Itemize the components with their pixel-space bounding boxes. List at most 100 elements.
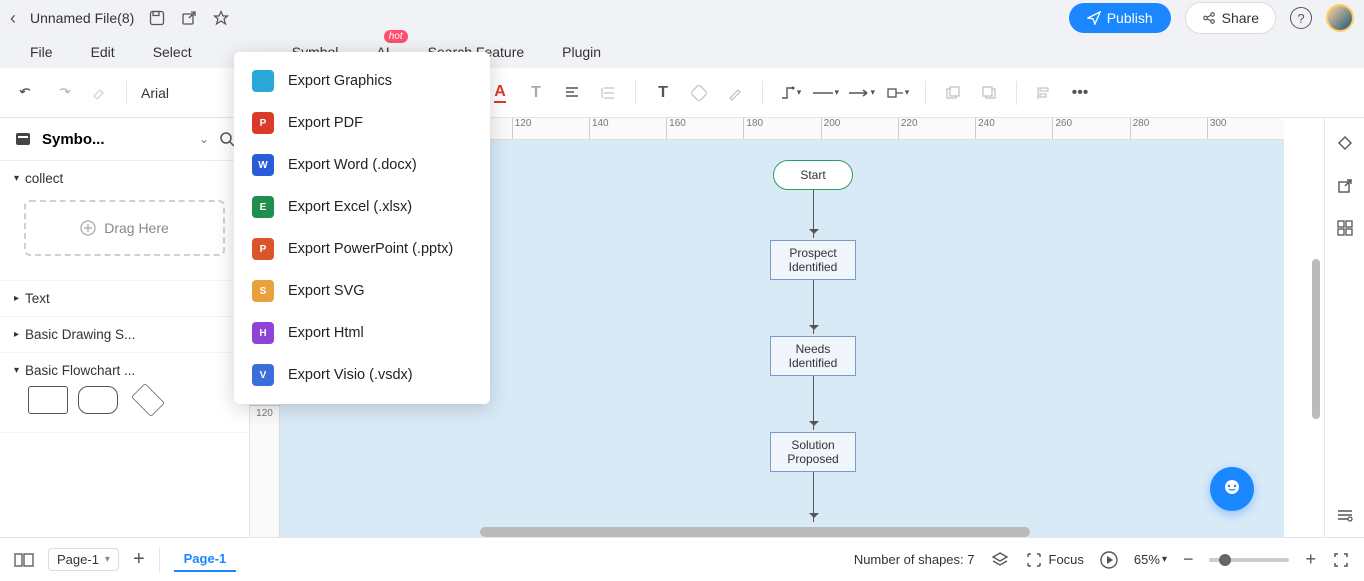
user-avatar[interactable]: [1326, 4, 1354, 32]
horizontal-scrollbar[interactable]: [480, 527, 1030, 537]
export-tool-icon[interactable]: [1333, 174, 1357, 198]
drag-here-zone[interactable]: Drag Here: [24, 200, 225, 256]
font-select[interactable]: Arial: [141, 85, 201, 101]
file-type-icon: V: [252, 364, 274, 386]
grid-tool-icon[interactable]: [1333, 216, 1357, 240]
panel-basic-drawing[interactable]: ▸Basic Drawing S...: [14, 327, 235, 342]
line-spacing-icon[interactable]: [595, 80, 621, 106]
add-page-icon[interactable]: +: [133, 548, 145, 571]
publish-button[interactable]: Publish: [1069, 3, 1171, 33]
send-icon: [1087, 11, 1101, 25]
flow-node-n1[interactable]: Prospect Identified: [770, 240, 856, 280]
star-icon[interactable]: [212, 9, 230, 27]
flow-node-n2[interactable]: Needs Identified: [770, 336, 856, 376]
zoom-level[interactable]: 65%▾: [1134, 552, 1167, 567]
export-item-label: Export Excel (.xlsx): [288, 199, 412, 215]
menu-bar: File Edit Select …w Symbol AI hot Search…: [0, 36, 1364, 68]
file-type-icon: P: [252, 112, 274, 134]
export-icon[interactable]: [180, 9, 198, 27]
menu-edit[interactable]: Edit: [91, 44, 115, 60]
export-dropdown: Export GraphicsPExport PDFWExport Word (…: [234, 52, 490, 404]
align-objects-icon[interactable]: [1031, 80, 1057, 106]
export-item[interactable]: Export Graphics: [234, 60, 490, 102]
flow-node-start[interactable]: Start: [773, 160, 853, 190]
pen-tool-icon[interactable]: [722, 80, 748, 106]
flow-arrow[interactable]: [813, 190, 814, 238]
flow-node-n3[interactable]: Solution Proposed: [770, 432, 856, 472]
title-bar: ‹ Unnamed File(8) Publish Share ?: [0, 0, 1364, 36]
toolbar: Arial U A T T ▾ ▾ ▾ ▾ •••: [0, 68, 1364, 118]
export-item[interactable]: S Export SVG: [234, 270, 490, 312]
shape-rect[interactable]: [28, 386, 68, 414]
zoom-slider[interactable]: [1209, 558, 1289, 562]
export-item-label: Export SVG: [288, 283, 365, 299]
fullscreen-icon[interactable]: [1332, 551, 1350, 569]
vertical-scrollbar[interactable]: [1312, 259, 1320, 419]
shape-tool-icon[interactable]: [686, 80, 712, 106]
right-toolbar: [1324, 118, 1364, 537]
shape-diamond[interactable]: [131, 383, 165, 417]
play-icon[interactable]: [1100, 551, 1118, 569]
file-name[interactable]: Unnamed File(8): [30, 10, 134, 26]
chat-assistant-icon[interactable]: [1210, 467, 1254, 511]
export-item[interactable]: H Export Html: [234, 312, 490, 354]
paint-icon[interactable]: [86, 80, 112, 106]
export-item[interactable]: PExport PDF: [234, 102, 490, 144]
hot-badge: hot: [384, 30, 408, 43]
export-item-label: Export Html: [288, 325, 364, 341]
fill-tool-icon[interactable]: [1333, 132, 1357, 156]
file-type-icon: E: [252, 196, 274, 218]
page-select[interactable]: Page-1▾: [48, 548, 119, 571]
export-item[interactable]: E Export Excel (.xlsx): [234, 186, 490, 228]
zoom-out-icon[interactable]: −: [1183, 549, 1194, 570]
zoom-in-icon[interactable]: +: [1305, 549, 1316, 570]
status-bar: Page-1▾ + Page-1 Number of shapes: 7 Foc…: [0, 537, 1364, 581]
search-icon[interactable]: [219, 131, 235, 147]
focus-button[interactable]: Focus: [1025, 551, 1084, 569]
save-icon[interactable]: [148, 9, 166, 27]
line-style-icon[interactable]: ▾: [813, 80, 839, 106]
export-item[interactable]: VExport Visio (.vsdx): [234, 354, 490, 396]
share-button[interactable]: Share: [1185, 2, 1276, 34]
text-tool-icon[interactable]: T: [650, 80, 676, 106]
file-type-icon: [252, 70, 274, 92]
collapse-icon[interactable]: ⌄: [199, 132, 209, 146]
undo-icon[interactable]: [14, 80, 40, 106]
menu-file[interactable]: File: [30, 44, 53, 60]
file-type-icon: S: [252, 280, 274, 302]
export-item-label: Export Word (.docx): [288, 157, 417, 173]
settings-bottom-icon[interactable]: [1333, 503, 1357, 527]
layers-icon[interactable]: [991, 551, 1009, 569]
menu-select[interactable]: Select: [153, 44, 192, 60]
panel-collect[interactable]: ▾collect: [14, 171, 235, 186]
panel-text[interactable]: ▸Text: [14, 291, 235, 306]
endpoint-icon[interactable]: ▾: [885, 80, 911, 106]
shape-round-rect[interactable]: [78, 386, 118, 414]
sidebar-title: Symbo...: [42, 131, 189, 148]
pages-icon[interactable]: [14, 552, 34, 568]
share-label: Share: [1222, 10, 1259, 26]
arrow-style-icon[interactable]: ▾: [849, 80, 875, 106]
page-tab-active[interactable]: Page-1: [174, 547, 237, 572]
align-icon[interactable]: [559, 80, 585, 106]
panel-basic-flowchart[interactable]: ▾Basic Flowchart ...: [14, 363, 235, 378]
menu-plugin[interactable]: Plugin: [562, 44, 601, 60]
strike-icon[interactable]: T: [523, 80, 549, 106]
flow-arrow[interactable]: [813, 376, 814, 430]
file-type-icon: H: [252, 322, 274, 344]
symbol-sidebar: Symbo... ⌄ ▾collect Drag Here ▸Text ▸Bas…: [0, 118, 250, 537]
connector-icon[interactable]: ▾: [777, 80, 803, 106]
help-icon[interactable]: ?: [1290, 7, 1312, 29]
library-icon: [14, 130, 32, 148]
redo-icon[interactable]: [50, 80, 76, 106]
publish-label: Publish: [1107, 10, 1153, 26]
flow-arrow[interactable]: [813, 280, 814, 334]
back-icon[interactable]: ‹: [10, 8, 16, 29]
export-item[interactable]: WExport Word (.docx): [234, 144, 490, 186]
more-icon[interactable]: •••: [1067, 80, 1093, 106]
flow-arrow[interactable]: [813, 472, 814, 522]
font-color-icon[interactable]: A: [487, 80, 513, 106]
layer-front-icon[interactable]: [976, 80, 1002, 106]
export-item[interactable]: PExport PowerPoint (.pptx): [234, 228, 490, 270]
layer-back-icon[interactable]: [940, 80, 966, 106]
